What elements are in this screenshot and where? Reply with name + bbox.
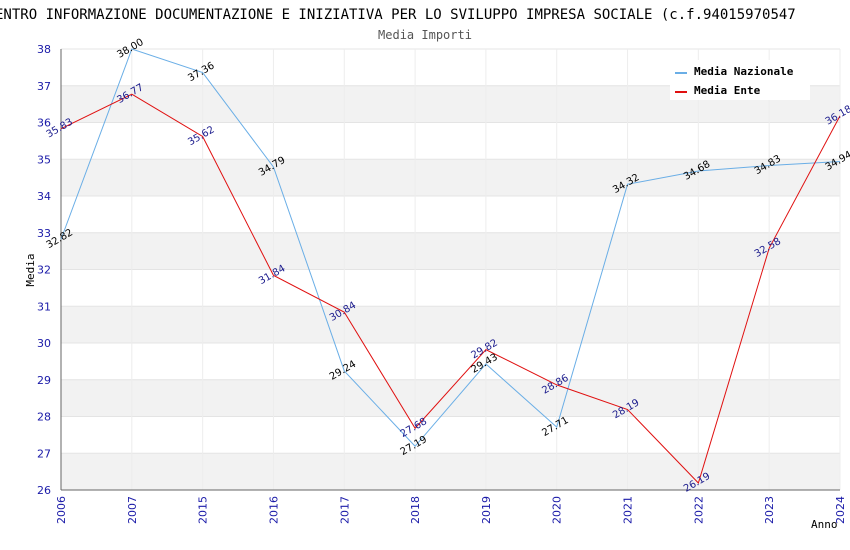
x-tick-label: 2021 <box>622 496 635 524</box>
chart-subtitle: Media Importi <box>378 28 472 42</box>
legend-box <box>670 60 810 100</box>
y-tick-label: 28 <box>37 411 51 424</box>
grid-band <box>61 159 840 196</box>
y-tick-labels: 26 27 28 29 30 31 32 33 34 35 36 37 38 <box>37 43 51 497</box>
data-label-ente: 35.62 <box>186 124 216 148</box>
x-tick-label: 2024 <box>834 496 847 524</box>
y-tick-label: 29 <box>37 374 51 387</box>
x-tick-label: 2017 <box>338 496 351 524</box>
legend-label-nazionale: Media Nazionale <box>694 65 794 78</box>
y-tick-label: 26 <box>37 484 51 497</box>
y-tick-label: 34 <box>37 190 51 203</box>
legend-label-ente: Media Ente <box>694 84 761 97</box>
x-tick-label: 2023 <box>763 496 776 524</box>
y-tick-label: 37 <box>37 80 51 93</box>
grid-band <box>61 306 840 343</box>
grid-band <box>61 232 840 270</box>
y-tick-label: 27 <box>37 447 51 460</box>
y-tick-label: 36 <box>37 117 51 130</box>
grid-bands <box>60 48 841 491</box>
y-tick-label: 32 <box>37 264 51 277</box>
x-tick-label: 2018 <box>409 496 422 524</box>
series-line-nazionale <box>60 48 841 448</box>
y-axis-label: Media <box>24 253 37 286</box>
x-tick-label: 2020 <box>551 496 564 524</box>
x-tick-label: 2007 <box>126 496 139 524</box>
data-label-nazionale: 29.24 <box>328 359 358 383</box>
axes <box>60 49 840 491</box>
x-tick-label: 2015 <box>197 496 210 524</box>
data-label-nazionale: 38.00 <box>115 37 145 61</box>
y-tick-label: 38 <box>37 43 51 56</box>
chart-title: ENTRO INFORMAZIONE DOCUMENTAZIONE E INIZ… <box>0 7 796 23</box>
legend: Media Nazionale Media Ente <box>670 60 810 100</box>
series-lines <box>60 48 841 484</box>
x-tick-label: 2016 <box>267 496 280 524</box>
x-axis-label: Anno <box>811 518 838 531</box>
data-label-nazionale: 37.36 <box>186 60 216 84</box>
data-label-nazionale: 27.71 <box>540 415 570 439</box>
y-tick-label: 33 <box>37 227 51 240</box>
y-tick-label: 30 <box>37 337 51 350</box>
y-tick-label: 35 <box>37 153 51 166</box>
y-tick-label: 31 <box>37 300 51 313</box>
x-tick-label: 2006 <box>55 496 68 524</box>
grid-band <box>61 453 840 490</box>
x-tick-label: 2019 <box>480 496 493 524</box>
x-tick-labels: 2006 2007 2015 2016 2017 2018 2019 2020 2021 2022… <box>55 496 847 524</box>
series-line-ente <box>60 93 841 484</box>
grid-band <box>61 379 840 417</box>
x-tick-label: 2022 <box>692 496 705 524</box>
